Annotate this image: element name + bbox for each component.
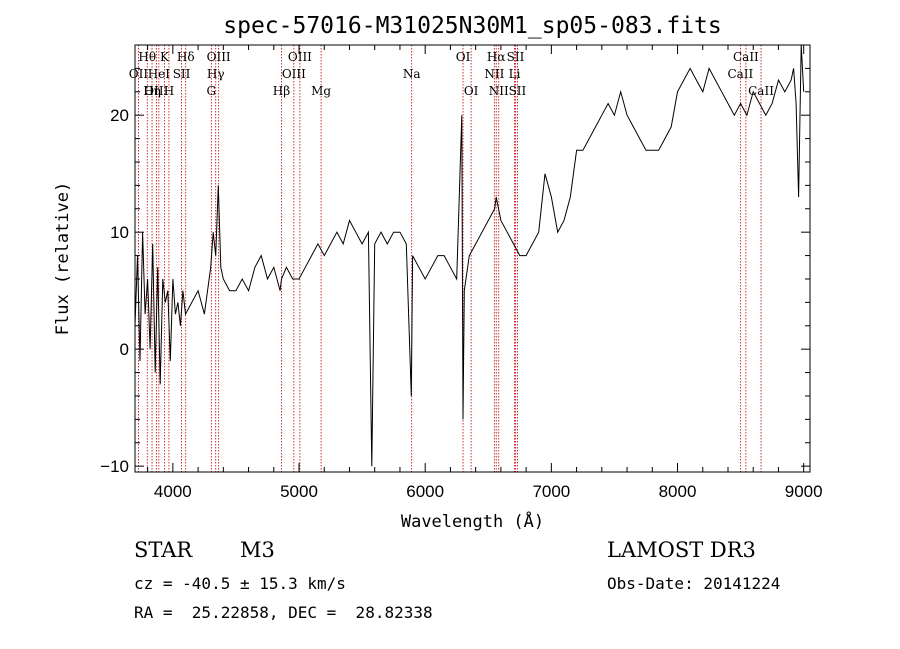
- x-tick-label: 6000: [406, 482, 444, 501]
- x-tick-label: 4000: [154, 482, 192, 501]
- object-subclass: M3: [240, 538, 275, 562]
- line-label-8: Hδ: [177, 50, 195, 64]
- line-label-22: SII: [507, 50, 525, 64]
- line-label-1: OII: [129, 67, 149, 81]
- survey-name: LAMOST DR3: [607, 538, 756, 562]
- y-tick-label: −10: [100, 457, 129, 476]
- y-axis-label: Flux (relative): [53, 182, 73, 336]
- line-label-5: Hη: [143, 84, 161, 98]
- coordinates: RA = 25.22858, DEC = 28.82338: [134, 603, 433, 622]
- line-label-16: Na: [403, 67, 421, 81]
- line-label-23: Li: [509, 67, 521, 81]
- line-label-13: OIII: [282, 67, 306, 81]
- spectrum-line: [134, 44, 805, 467]
- obs-date: Obs-Date: 20141224: [607, 574, 781, 593]
- line-label-3: K: [160, 50, 170, 64]
- x-axis-ticks: 4000 5000 6000 7000 8000 9000: [147, 45, 823, 501]
- y-tick-label: 20: [110, 106, 129, 125]
- y-axis-ticks: −10 0 10 20: [100, 67, 810, 476]
- line-label-7: H: [164, 84, 174, 98]
- x-tick-label: 8000: [659, 482, 697, 501]
- line-label-20: NII: [484, 67, 504, 81]
- x-tick-label: 9000: [785, 482, 823, 501]
- line-label-4: HeI: [148, 67, 171, 81]
- emission-line-markers: [138, 45, 762, 472]
- plot-frame: [134, 44, 811, 473]
- line-label-10: Hγ: [207, 67, 225, 81]
- line-label-9: OIII: [207, 50, 231, 64]
- line-label-24: SII: [509, 84, 527, 98]
- line-label-21: NII: [489, 84, 509, 98]
- emission-line-labels: Hθ OII OIII K HeI Hη SII H Hδ OIII Hγ G OIII OIII Hβ Mg…: [129, 50, 774, 98]
- object-type: STAR: [134, 538, 193, 562]
- chart-title: spec-57016-M31025N30M1_sp05-083.fits: [223, 13, 722, 39]
- y-tick-label: 0: [120, 340, 129, 359]
- line-label-25: CaII: [733, 50, 759, 64]
- x-tick-label: 5000: [280, 482, 318, 501]
- line-label-6: SII: [173, 67, 191, 81]
- line-label-19: Hα: [487, 50, 506, 64]
- line-label-14: Hβ: [273, 84, 290, 98]
- line-label-26: CaII: [727, 67, 753, 81]
- line-label-17: OI: [456, 50, 471, 64]
- y-tick-label: 10: [110, 223, 129, 242]
- line-label-18: OI: [464, 84, 479, 98]
- line-label-2: OIII: [144, 84, 168, 98]
- line-label-11: G: [207, 84, 217, 98]
- line-label-0: Hθ: [138, 50, 156, 64]
- line-label-12: OIII: [288, 50, 312, 64]
- x-tick-label: 7000: [532, 482, 570, 501]
- x-axis-label: Wavelength (Å): [401, 510, 544, 532]
- line-label-15: Mg: [311, 84, 331, 98]
- redshift-text: cz = -40.5 ± 15.3 km/s: [134, 574, 346, 593]
